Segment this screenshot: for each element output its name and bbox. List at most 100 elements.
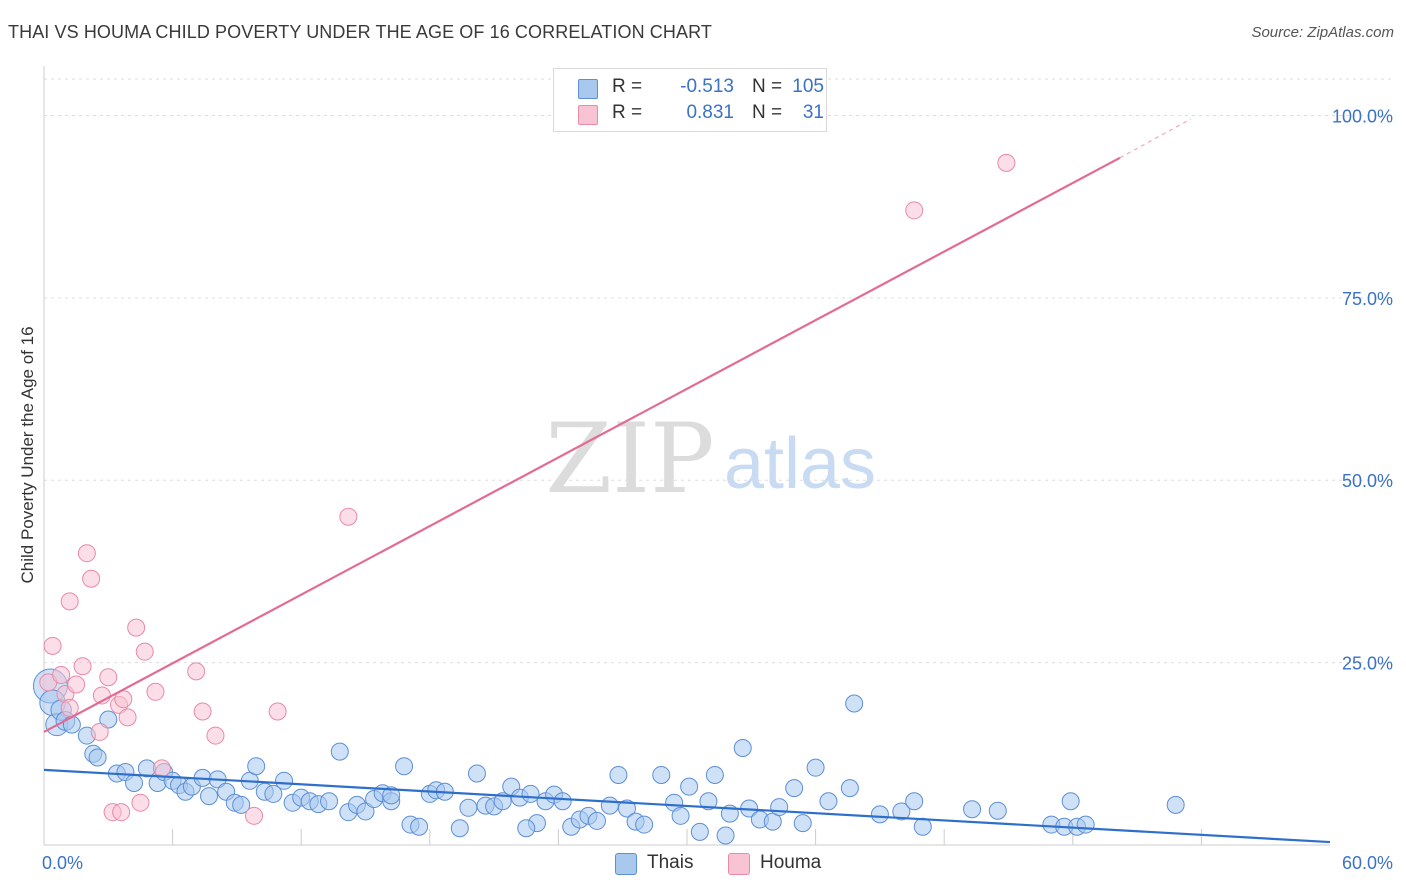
- point-houma: [339, 507, 358, 526]
- point-thais: [905, 792, 924, 811]
- point-thais: [690, 822, 709, 841]
- point-houma: [187, 662, 206, 681]
- thais-legend-swatch: [615, 853, 637, 875]
- point-thais: [793, 814, 812, 833]
- point-thais: [600, 796, 619, 815]
- point-thais: [459, 798, 478, 817]
- point-houma: [193, 702, 212, 721]
- point-thais: [88, 748, 107, 767]
- thais-legend-label: Thais: [647, 852, 694, 873]
- point-thais: [62, 715, 81, 734]
- point-houma: [268, 702, 287, 721]
- point-thais: [705, 765, 724, 784]
- point-houma: [43, 636, 62, 655]
- point-thais: [99, 710, 118, 729]
- y-tick-label: 100.0%: [1332, 106, 1393, 126]
- chart-title: THAI VS HOUMA CHILD POVERTY UNDER THE AG…: [8, 22, 712, 42]
- point-houma: [997, 153, 1016, 172]
- thais-swatch: [578, 79, 598, 99]
- tick-labels: 25.0% 50.0% 75.0% 100.0% 0.0% 60.0%: [42, 106, 1393, 873]
- point-houma: [905, 201, 924, 220]
- point-thais: [870, 805, 889, 824]
- point-thais: [320, 792, 339, 811]
- r-label: R =: [612, 76, 643, 97]
- point-thais: [467, 764, 486, 783]
- point-houma: [77, 544, 96, 563]
- point-thais: [819, 792, 838, 811]
- point-houma: [90, 722, 109, 741]
- trend-extension-houma: [1119, 118, 1191, 159]
- point-thais: [247, 757, 266, 776]
- r-label: R =: [612, 102, 643, 123]
- houma-legend-label: Houma: [760, 852, 822, 873]
- houma-legend-swatch: [728, 853, 750, 875]
- point-thais: [275, 771, 294, 790]
- point-thais: [635, 815, 654, 834]
- trend-line-thais: [43, 768, 1331, 844]
- point-thais: [1166, 795, 1185, 814]
- point-thais: [892, 802, 911, 821]
- correlation-legend: R = -0.513 N = 105 R = 0.831 N = 31: [553, 68, 827, 132]
- point-thais: [450, 819, 469, 838]
- houma-swatch: [578, 105, 598, 125]
- point-houma: [67, 675, 86, 694]
- point-houma: [245, 806, 264, 825]
- y-tick-label: 25.0%: [1342, 654, 1393, 674]
- point-thais: [200, 787, 219, 806]
- point-thais: [988, 801, 1007, 820]
- data-points: [32, 153, 1185, 845]
- point-thais: [1076, 815, 1095, 834]
- point-houma: [52, 666, 71, 685]
- point-thais: [521, 784, 540, 803]
- x-tick-label: 0.0%: [42, 853, 83, 873]
- point-thais: [587, 811, 606, 830]
- x-tick-label: 60.0%: [1342, 853, 1393, 873]
- point-thais: [733, 738, 752, 757]
- point-houma: [73, 657, 92, 676]
- point-thais: [382, 786, 401, 805]
- point-thais: [1061, 792, 1080, 811]
- point-houma: [131, 793, 150, 812]
- point-thais: [806, 758, 825, 777]
- point-thais: [617, 799, 636, 818]
- point-thais: [517, 819, 536, 838]
- point-houma: [135, 642, 154, 661]
- n-label: N =: [752, 76, 783, 97]
- point-houma: [60, 592, 79, 611]
- point-thais: [699, 792, 718, 811]
- point-houma: [60, 698, 79, 717]
- watermark-atlas: atlas: [724, 424, 876, 504]
- point-thais: [652, 765, 671, 784]
- n-value: 105: [792, 76, 824, 97]
- point-thais: [493, 792, 512, 811]
- trend-lines: [43, 118, 1331, 844]
- y-tick-label: 50.0%: [1342, 471, 1393, 491]
- point-thais: [553, 792, 572, 811]
- point-houma: [152, 759, 171, 778]
- watermark-zip: ZIP: [545, 403, 714, 515]
- point-thais: [785, 779, 804, 798]
- gridlines: [44, 78, 1392, 664]
- point-thais: [845, 694, 864, 713]
- point-thais: [356, 802, 375, 821]
- y-axis-label: Child Poverty Under the Age of 16: [18, 326, 37, 584]
- point-houma: [127, 618, 146, 637]
- n-label: N =: [752, 102, 783, 123]
- r-value: 0.831: [686, 102, 734, 123]
- point-thais: [963, 800, 982, 819]
- point-houma: [99, 668, 118, 687]
- point-houma: [112, 803, 131, 822]
- r-value: -0.513: [680, 76, 734, 97]
- point-thais: [609, 765, 628, 784]
- point-houma: [82, 569, 101, 588]
- point-thais: [232, 795, 251, 814]
- point-thais: [680, 777, 699, 796]
- y-tick-label: 75.0%: [1342, 289, 1393, 309]
- point-thais: [716, 826, 735, 845]
- point-thais: [330, 742, 349, 761]
- point-thais: [125, 773, 144, 792]
- point-thais: [840, 779, 859, 798]
- point-thais: [395, 757, 414, 776]
- point-thais: [410, 817, 429, 836]
